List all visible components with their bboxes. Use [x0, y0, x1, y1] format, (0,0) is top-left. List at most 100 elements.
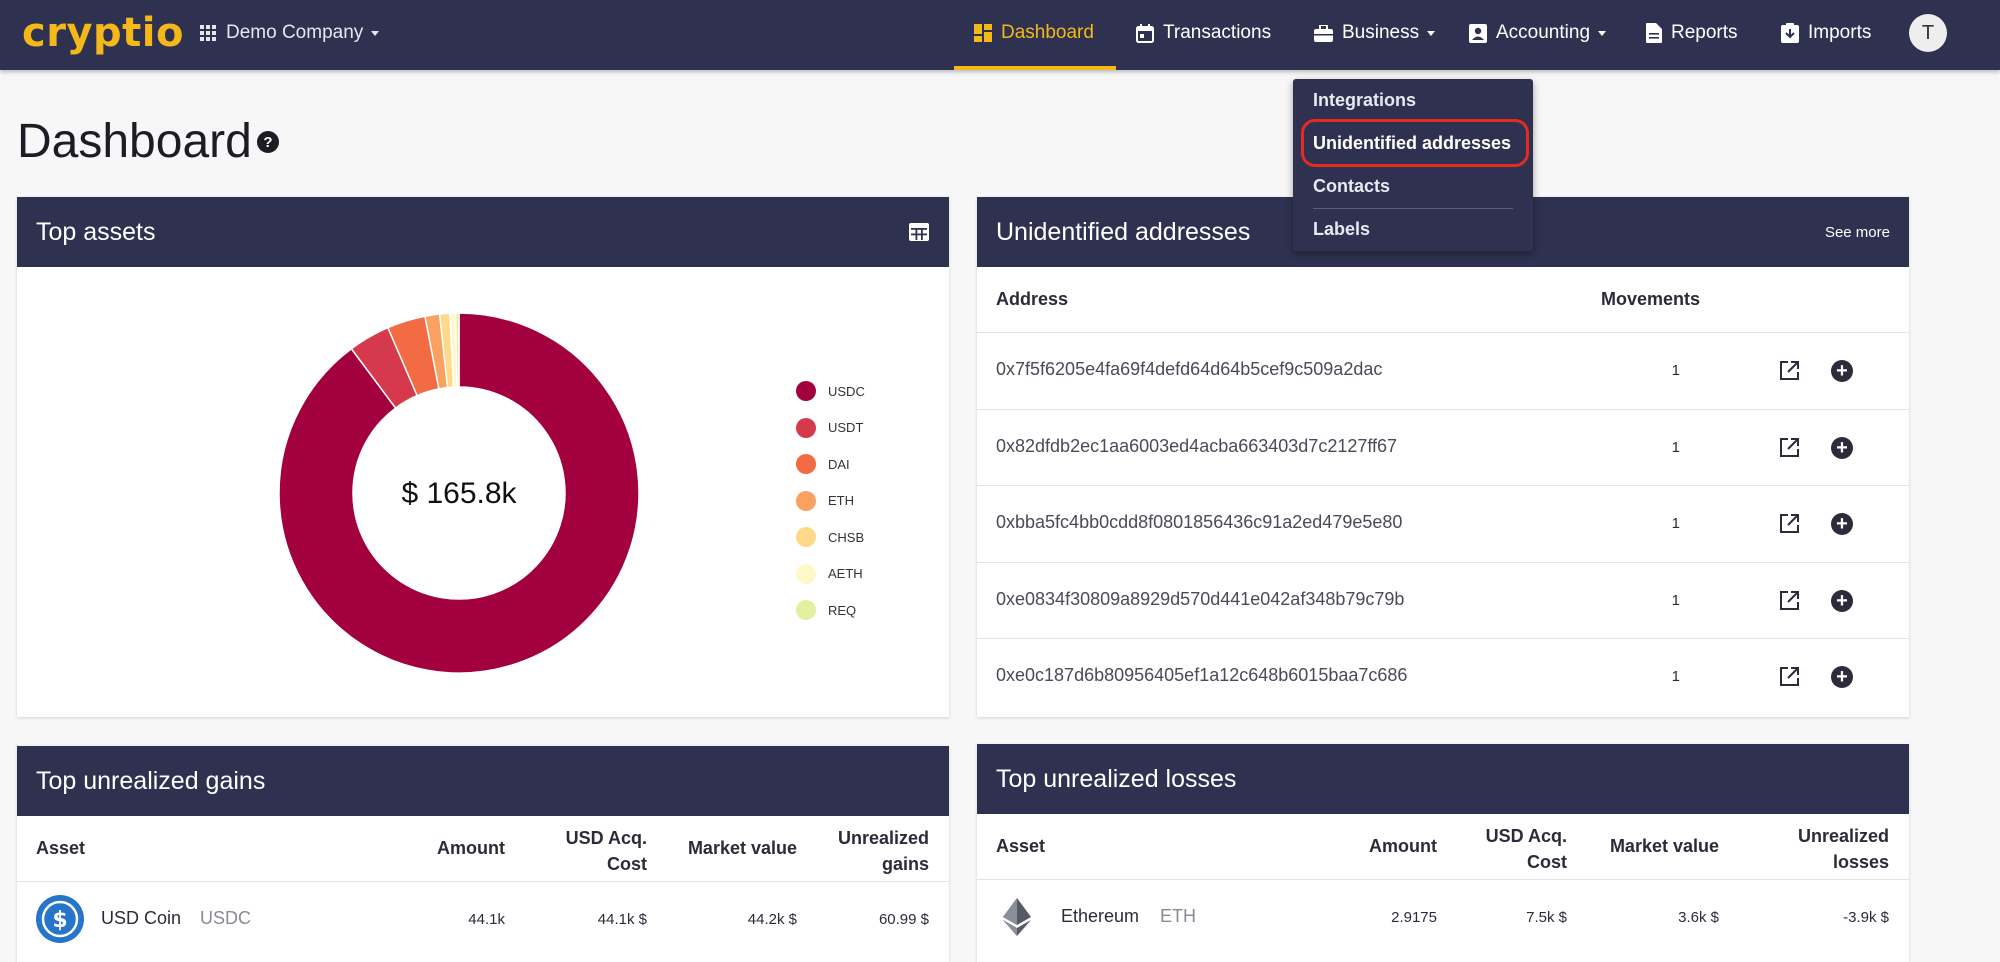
address-cell[interactable]: 0xbba5fc4bb0cdd8f0801856436c91a2ed479e5e…: [996, 512, 1403, 532]
asset-symbol: USDC: [200, 908, 252, 928]
caret-down-icon: [371, 30, 380, 36]
divider: [977, 408, 1909, 410]
donut-slice-usdc[interactable]: [278, 312, 640, 674]
losses-col-acq: USD Acq. Cost: [1485, 826, 1567, 872]
divider: [977, 879, 1909, 880]
col-movements: Movements: [1601, 289, 1701, 309]
nav-imports[interactable]: Imports: [1781, 0, 1871, 66]
menu-item-contacts[interactable]: Contacts: [1313, 176, 1391, 196]
movements-cell: 1: [1671, 515, 1680, 532]
address-cell[interactable]: 0xe0834f30809a8929d570d441e042af348b79c7…: [996, 588, 1405, 609]
svg-text:$: $: [52, 908, 67, 933]
nav-imports-label: Imports: [1808, 22, 1872, 43]
gains-title: Top unrealized gains: [36, 766, 266, 795]
unrealized-gains-card: Top unrealized gains Asset Amount USD Ac…: [17, 746, 949, 962]
open-external-icon[interactable]: [1779, 666, 1800, 692]
open-external-icon[interactable]: [1779, 513, 1800, 539]
unrealized-losses-card: Top unrealized losses Asset Amount USD A…: [977, 744, 1909, 962]
gains-header: Top unrealized gains: [17, 746, 949, 816]
unidentified-title: Unidentified addresses: [996, 217, 1251, 246]
unrealized-cell: -3.9k $: [1843, 909, 1889, 926]
legend-item-usdc[interactable]: USDC: [796, 373, 865, 410]
open-external-icon[interactable]: [1779, 360, 1800, 386]
legend-label: REQ: [828, 602, 857, 618]
table-view-icon[interactable]: [909, 223, 929, 241]
legend-label: ETH: [828, 493, 854, 509]
legend-item-dai[interactable]: DAI: [796, 446, 865, 483]
dashboard-icon: [974, 24, 992, 42]
legend-item-req[interactable]: REQ: [796, 592, 865, 629]
losses-title: Top unrealized losses: [996, 764, 1237, 793]
cryptio-logo[interactable]: cryptio: [22, 10, 184, 56]
top-assets-card: Top assets $ 165.8k: [17, 197, 949, 717]
movements-cell: 1: [1671, 591, 1680, 609]
gains-col-amount: Amount: [437, 838, 505, 858]
legend-swatch: [796, 600, 816, 621]
address-cell[interactable]: 0xe0c187d6b80956405ef1a12c648b6015baa7c6…: [996, 665, 1408, 685]
market-value-cell: 44.2k $: [747, 911, 797, 928]
open-external-icon[interactable]: [1779, 437, 1800, 463]
legend-item-aeth[interactable]: AETH: [796, 556, 865, 593]
legend-label: USDC: [828, 383, 865, 399]
import-icon: [1781, 23, 1799, 43]
divider: [977, 485, 1909, 486]
amount-cell: 2.9175: [1391, 909, 1437, 926]
top-assets-header: Top assets: [17, 197, 949, 267]
legend-swatch: [796, 490, 816, 511]
losses-col-asset: Asset: [996, 836, 1046, 856]
menu-divider: [1313, 208, 1513, 209]
add-contact-icon[interactable]: +: [1831, 589, 1853, 612]
nav-business-label: Business: [1342, 22, 1420, 43]
legend-item-chsb[interactable]: CHSB: [796, 519, 865, 556]
acq-cost-cell: 44.1k $: [597, 911, 647, 928]
asset-symbol: ETH: [1160, 906, 1196, 926]
losses-col-market: Market value: [1609, 836, 1719, 856]
add-contact-icon[interactable]: +: [1831, 360, 1853, 382]
address-cell[interactable]: 0x82dfdb2ec1aa6003ed4acba663403d7c2127ff…: [996, 435, 1398, 456]
divider: [977, 332, 1909, 333]
address-cell[interactable]: 0x7f5f6205e4fa69f4defd64d64b5cef9c509a2d…: [996, 359, 1383, 379]
highlight-annotation: [1301, 119, 1529, 167]
market-value-cell: 3.6k $: [1678, 909, 1719, 926]
legend-swatch: [796, 417, 816, 438]
menu-item-integrations[interactable]: Integrations: [1313, 90, 1417, 110]
top-assets-donut-chart: $ 165.8k: [278, 312, 640, 674]
open-external-icon[interactable]: [1779, 590, 1800, 616]
nav-business[interactable]: Business: [1314, 0, 1436, 66]
donut-slice-req[interactable]: [454, 312, 460, 388]
nav-transactions-label: Transactions: [1163, 22, 1272, 43]
losses-col-unrealized: Unrealized losses: [1797, 826, 1889, 872]
divider: [977, 638, 1909, 639]
calendar-icon: [1136, 23, 1154, 43]
add-contact-icon[interactable]: +: [1831, 513, 1853, 535]
legend-item-eth[interactable]: ETH: [796, 483, 865, 520]
legend-swatch: [796, 563, 816, 584]
nav-reports[interactable]: Reports: [1646, 0, 1738, 66]
add-contact-icon[interactable]: +: [1831, 436, 1853, 459]
asset-name: Ethereum: [1061, 906, 1140, 926]
unidentified-addresses-card: Unidentified addresses See more Address …: [977, 197, 1909, 717]
nav-dashboard[interactable]: Dashboard: [974, 0, 1094, 66]
menu-item-unidentified-addresses[interactable]: Unidentified addresses: [1313, 133, 1512, 153]
nav-transactions[interactable]: Transactions: [1136, 0, 1271, 66]
legend-item-usdt[interactable]: USDT: [796, 410, 865, 447]
nav-reports-label: Reports: [1671, 22, 1738, 43]
nav-accounting-label: Accounting: [1496, 22, 1591, 43]
losses-col-amount: Amount: [1369, 836, 1437, 856]
legend-swatch: [796, 381, 816, 402]
legend-swatch: [796, 454, 816, 475]
caret-down-icon: [1427, 30, 1436, 36]
col-address: Address: [996, 289, 1069, 309]
user-avatar[interactable]: T: [1909, 14, 1947, 52]
top-assets-legend: USDC USDT DAI ETH CHSB AETH REQ: [796, 373, 865, 629]
active-tab-indicator: [954, 66, 1116, 70]
gains-col-unrealized: Unrealized gains: [837, 828, 929, 874]
add-contact-icon[interactable]: +: [1831, 666, 1853, 688]
nav-accounting[interactable]: Accounting: [1469, 0, 1607, 66]
help-icon[interactable]: ?: [257, 131, 279, 153]
legend-label: CHSB: [828, 529, 865, 545]
see-more-link[interactable]: See more: [1824, 223, 1890, 241]
contact-card-icon: [1469, 23, 1487, 43]
menu-item-labels[interactable]: Labels: [1313, 219, 1371, 239]
company-switcher[interactable]: Demo Company: [200, 0, 380, 66]
